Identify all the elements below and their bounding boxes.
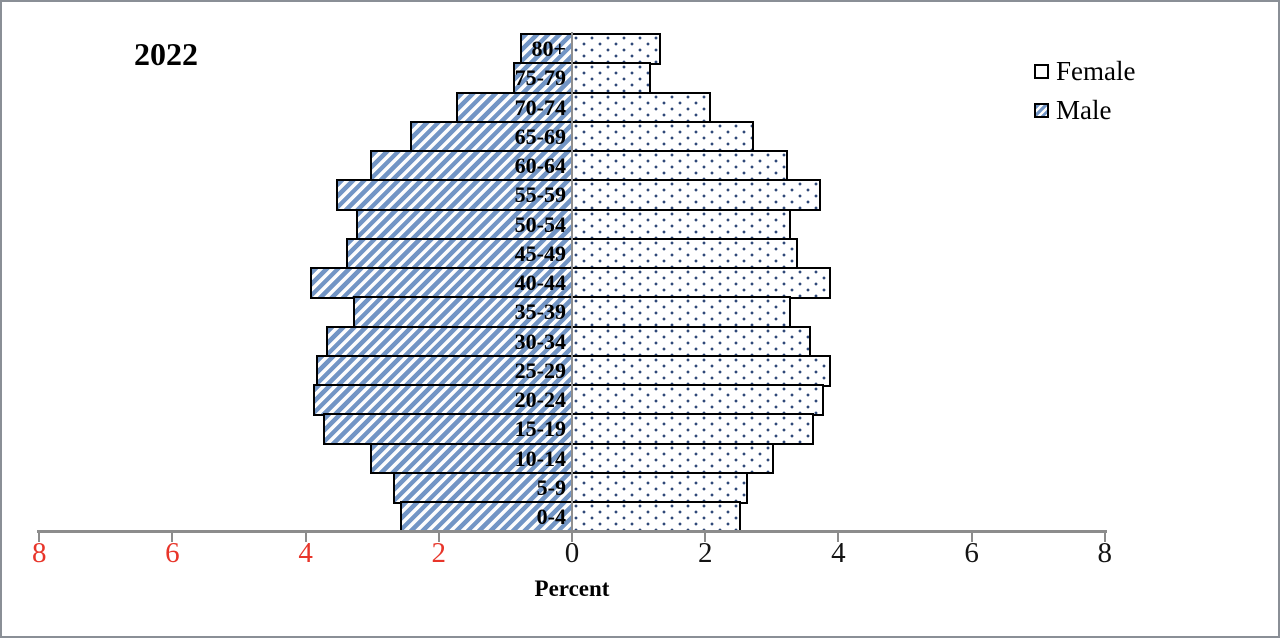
x-tick <box>38 533 41 542</box>
female-bar <box>572 442 775 475</box>
x-tick <box>437 533 440 542</box>
x-tick <box>171 533 174 542</box>
female-bar <box>572 237 798 270</box>
x-axis-title: Percent <box>534 576 610 601</box>
female-swatch-icon <box>1034 64 1049 79</box>
age-group-label: 10-14 <box>514 445 566 471</box>
age-group-label: 80+ <box>531 36 566 61</box>
female-bar <box>572 120 755 153</box>
age-group-label: 30-34 <box>514 328 566 354</box>
female-bar <box>572 296 791 328</box>
female-bar <box>572 91 712 124</box>
female-bar <box>572 325 811 358</box>
female-bar <box>572 267 831 299</box>
age-group-label: 50-54 <box>514 211 566 237</box>
age-group-label: 15-19 <box>514 416 566 442</box>
female-bar <box>572 208 791 241</box>
male-bar <box>393 471 572 504</box>
x-tick-label: 4 <box>298 537 313 569</box>
age-group-label: 75-79 <box>514 65 566 91</box>
age-group-label: 55-59 <box>514 182 566 208</box>
legend-female-label: Female <box>1056 56 1136 86</box>
age-group-label: 65-69 <box>514 123 566 149</box>
x-tick-label: 8 <box>31 537 47 569</box>
male-bar <box>409 120 572 153</box>
female-bar <box>572 62 652 94</box>
age-group-label: 20-24 <box>514 387 566 412</box>
x-tick-label: 6 <box>165 537 180 569</box>
x-tick <box>837 533 840 542</box>
x-tick-label: 2 <box>697 537 713 569</box>
legend: Female Male <box>1034 58 1135 124</box>
age-group-label: 60-64 <box>514 153 566 178</box>
x-tick-label: 8 <box>1097 537 1113 569</box>
female-bar <box>572 501 741 533</box>
age-group-label: 70-74 <box>514 94 566 120</box>
x-tick <box>704 533 707 542</box>
age-group-label: 35-39 <box>514 299 566 325</box>
x-tick <box>304 533 307 542</box>
male-bar <box>399 501 572 533</box>
male-bar <box>369 150 572 182</box>
x-tick-label: 6 <box>964 537 979 569</box>
female-bar <box>572 150 788 182</box>
center-axis-line <box>571 32 573 533</box>
x-axis-line <box>37 530 1107 533</box>
x-tick <box>970 533 973 542</box>
x-tick-label: 4 <box>831 537 846 569</box>
age-group-label: 40-44 <box>514 270 566 295</box>
legend-item-female: Female <box>1034 58 1135 85</box>
age-group-label: 0-4 <box>536 504 566 529</box>
x-tick-label: 2 <box>431 537 447 569</box>
female-bar <box>572 384 825 416</box>
age-group-label: 5-9 <box>536 474 566 500</box>
chart-title: 2022 <box>134 36 198 72</box>
female-bar <box>572 413 815 445</box>
female-bar <box>572 354 831 387</box>
x-tick <box>1103 533 1106 542</box>
age-group-label: 25-29 <box>514 357 566 383</box>
male-bar <box>326 325 572 358</box>
x-tick-label: 0 <box>564 537 580 569</box>
male-swatch-icon <box>1034 103 1049 118</box>
female-bar <box>572 471 748 504</box>
female-bar <box>572 179 821 211</box>
age-group-label: 45-49 <box>514 240 566 266</box>
legend-item-male: Male <box>1034 97 1135 124</box>
x-tick <box>571 533 573 542</box>
female-bar <box>572 33 662 65</box>
legend-male-label: Male <box>1056 95 1112 125</box>
